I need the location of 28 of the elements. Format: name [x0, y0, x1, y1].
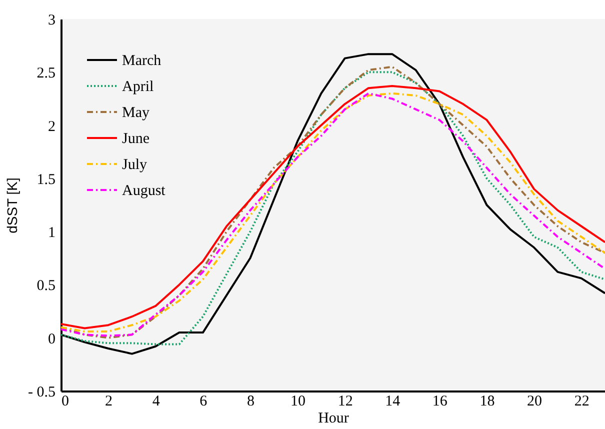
x-tick-label: 2 — [105, 394, 113, 410]
y-axis-title: dSST [K] — [4, 178, 20, 234]
y-tick-label: 2.5 — [36, 66, 56, 82]
x-tick-label: 16 — [432, 394, 448, 410]
x-tick-label: 6 — [200, 394, 208, 410]
x-tick-label: 20 — [527, 394, 542, 410]
legend-label: August — [122, 183, 166, 199]
x-tick-label: 22 — [574, 394, 590, 410]
x-tick-label: 4 — [152, 394, 160, 410]
x-tick-label: 10 — [290, 394, 306, 410]
legend-label: May — [122, 105, 150, 121]
x-tick-label: 12 — [338, 394, 353, 410]
x-tick-label: 8 — [246, 394, 254, 410]
x-tick-label: 0 — [62, 394, 69, 410]
x-axis-title: Hour — [318, 410, 349, 426]
y-tick-label: 1.5 — [36, 172, 56, 188]
y-tick-label: 2 — [48, 118, 56, 135]
x-tick-label: 18 — [480, 394, 495, 410]
legend-label: April — [122, 79, 154, 95]
y-tick-label: 3 — [48, 12, 56, 28]
y-tick-label: 1 — [48, 225, 56, 242]
legend-label: March — [122, 53, 162, 69]
legend-label: June — [122, 131, 150, 147]
legend-label: July — [122, 157, 148, 173]
y-tick-label: - 0.5 — [28, 384, 56, 400]
y-tick-label: 0 — [48, 331, 56, 348]
y-tick-label: 0.5 — [36, 278, 56, 294]
x-tick-label: 14 — [385, 394, 401, 410]
